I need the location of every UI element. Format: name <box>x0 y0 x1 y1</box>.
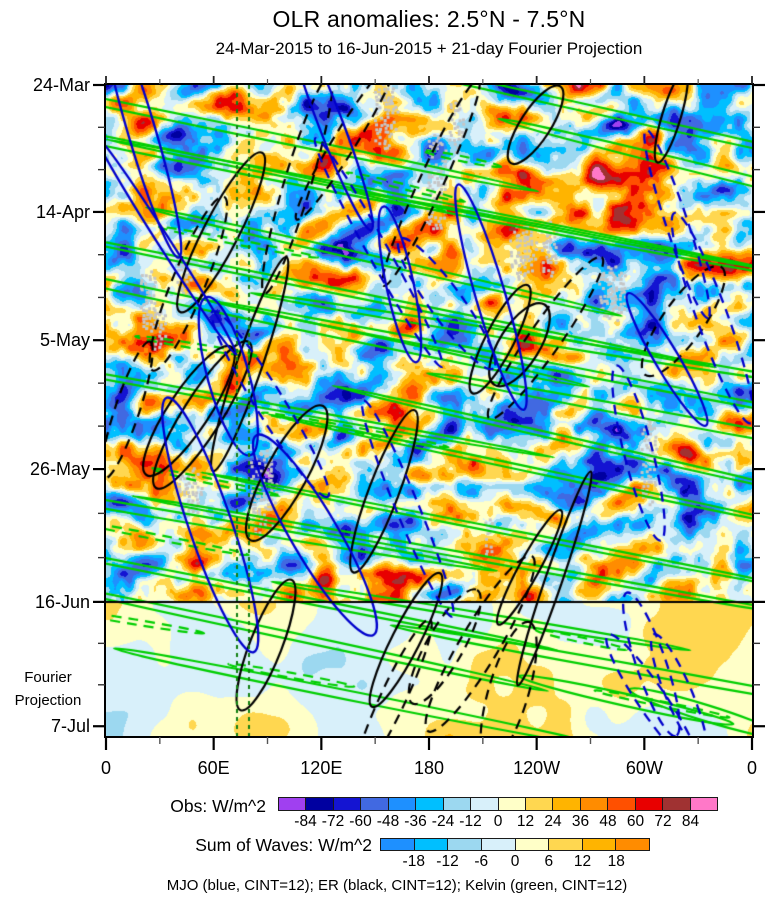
colorbar-tick-label: -12 <box>459 813 482 830</box>
colorbar-segment <box>415 798 443 810</box>
colorbar-tick-label: 72 <box>654 813 672 830</box>
colorbar-tick-label: -60 <box>349 813 372 830</box>
colorbar-segment <box>305 798 333 810</box>
colorbar-segment <box>497 798 525 810</box>
colorbar-tick-label: 12 <box>573 853 592 870</box>
y-tick-label: 16-Jun <box>34 591 90 612</box>
x-tick-label: 180 <box>413 758 445 778</box>
obs-colorbar <box>278 797 718 811</box>
colorbar-segment <box>413 839 448 850</box>
colorbar-segment <box>634 798 663 810</box>
x-tick-label: 60E <box>197 758 230 778</box>
colorbar-segment <box>662 798 690 810</box>
colorbar-tick-label: 48 <box>599 813 617 830</box>
waves-colorbar-label: Sum of Waves: W/m^2 <box>195 835 372 855</box>
colorbar-segment <box>447 839 481 850</box>
x-tick-label: 120E <box>300 758 343 778</box>
colorbar-tick-label: -36 <box>404 813 427 830</box>
colorbar-segment <box>689 798 717 810</box>
colorbar-tick-label: -24 <box>431 813 455 830</box>
colorbar-segment <box>470 798 498 810</box>
colorbar-tick-label: -6 <box>474 853 489 870</box>
y-tick-label: 7-Jul <box>50 716 90 737</box>
colorbar-segment <box>279 798 306 810</box>
colorbar-tick-label: 0 <box>510 853 520 870</box>
colorbar-segment <box>581 839 616 850</box>
colorbar-segment <box>615 839 649 850</box>
x-tick-label: 0 <box>100 758 111 778</box>
colorbar-segment <box>332 798 361 810</box>
colorbar-segment <box>381 839 414 850</box>
colorbar-tick-label: 60 <box>626 813 645 830</box>
colorbar-segment <box>442 798 471 810</box>
chart-title: OLR anomalies: 2.5°N - 7.5°N <box>272 6 586 32</box>
fourier-projection-label: Fourier Projection <box>0 666 96 712</box>
x-tick-label: 60W <box>625 758 663 778</box>
waves-colorbar <box>380 838 650 851</box>
y-tick-label: 24-Mar <box>32 75 90 95</box>
colorbar-segment <box>607 798 635 810</box>
colorbar-segment <box>514 839 549 850</box>
fourier-label-line1: Fourier <box>24 669 72 686</box>
colorbar-tick-label: -18 <box>402 853 425 870</box>
colorbar-tick-label: -84 <box>294 813 317 830</box>
fourier-label-line2: Projection <box>14 692 82 709</box>
colorbar-tick-label: 6 <box>544 853 554 870</box>
colorbar-tick-label: 12 <box>516 813 535 830</box>
colorbar-tick-label: 18 <box>607 853 625 870</box>
colorbar-segment <box>360 798 388 810</box>
colorbar-tick-label: 84 <box>681 813 700 830</box>
colorbar-tick-label: 24 <box>544 813 562 830</box>
x-tick-label: 120W <box>513 758 561 778</box>
colorbar-segment <box>387 798 416 810</box>
colorbar-segment <box>579 798 608 810</box>
chart-subtitle: 24-Mar-2015 to 16-Jun-2015 + 21-day Four… <box>215 39 643 58</box>
y-tick-label: 5-May <box>39 330 90 351</box>
colorbar-segment <box>552 798 580 810</box>
colorbar-tick-label: 36 <box>571 813 590 830</box>
colorbar-tick-label: -12 <box>436 853 459 870</box>
wave-legend-caption: MJO (blue, CINT=12); ER (black, CINT=12)… <box>166 877 628 894</box>
colorbar-segment <box>548 839 582 850</box>
hovmoller-field-canvas <box>106 85 752 736</box>
colorbar-tick-label: 0 <box>493 813 503 830</box>
y-tick-label: 26-May <box>29 459 90 480</box>
colorbar-segment <box>524 798 553 810</box>
y-tick-label: 14-Apr <box>35 201 90 222</box>
x-tick-label: 0 <box>746 758 757 778</box>
colorbar-tick-label: -48 <box>376 813 400 830</box>
colorbar-segment <box>480 839 515 850</box>
colorbar-tick-label: -72 <box>321 813 345 830</box>
obs-colorbar-label: Obs: W/m^2 <box>170 796 266 816</box>
